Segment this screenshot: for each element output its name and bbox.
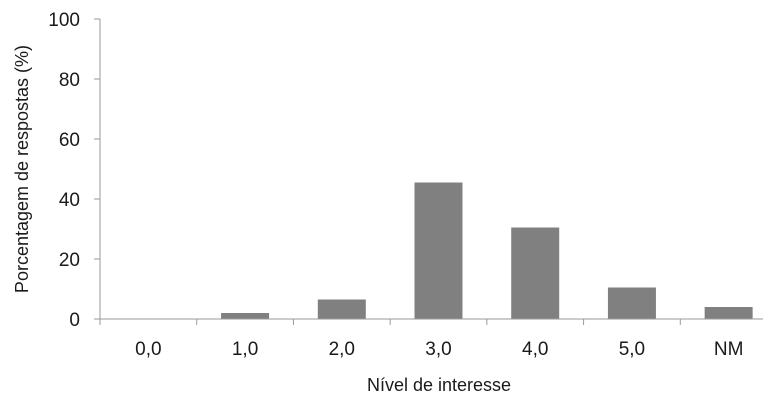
x-tick-label: 5,0 — [619, 339, 645, 360]
x-tick-label: 1,0 — [232, 339, 258, 360]
x-tick-label: 4,0 — [522, 339, 548, 360]
bar — [704, 307, 753, 319]
y-tick-label: 100 — [48, 10, 80, 31]
x-tick-label: 2,0 — [329, 339, 355, 360]
x-tick-label: 0,0 — [135, 339, 161, 360]
y-tick-label: 60 — [59, 130, 80, 151]
bar — [317, 299, 366, 319]
bar — [511, 227, 560, 319]
x-tick-label: NM — [714, 339, 744, 360]
y-tick-label: 80 — [59, 70, 80, 91]
bar — [607, 287, 656, 319]
bar — [221, 313, 270, 319]
bars — [221, 182, 753, 319]
x-axis-title: Nível de interesse — [367, 375, 511, 395]
y-axis-title: Porcentagem de respostas (%) — [12, 45, 32, 293]
bar — [414, 182, 463, 319]
x-tick-label: 3,0 — [425, 339, 451, 360]
x-tick-labels: 0,0 1,0 2,0 3,0 4,0 5,0 NM — [135, 339, 743, 360]
y-axis-ticks: 0 20 40 60 80 100 — [48, 10, 100, 331]
y-tick-label: 40 — [59, 190, 80, 211]
y-tick-label: 20 — [59, 250, 80, 271]
x-axis-ticks — [99, 319, 681, 325]
y-tick-label: 0 — [69, 310, 80, 331]
